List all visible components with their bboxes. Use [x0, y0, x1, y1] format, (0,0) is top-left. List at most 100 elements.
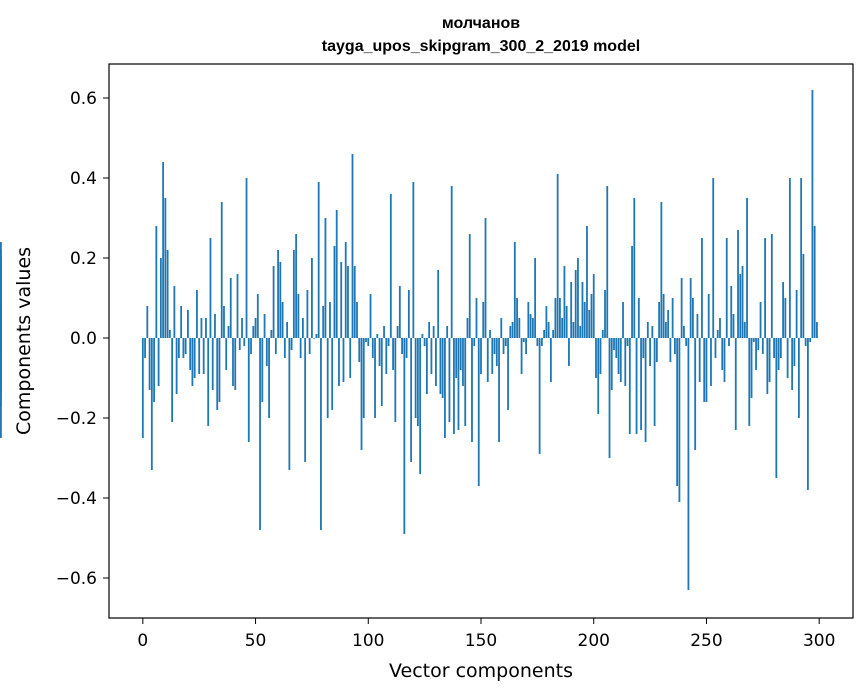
- bar-230: [660, 202, 663, 338]
- bar-106: [380, 338, 383, 406]
- bar-180: [547, 322, 550, 338]
- bar-203: [599, 338, 602, 374]
- bar-185: [559, 298, 561, 338]
- bar-178: [543, 330, 546, 338]
- bar-18: [182, 338, 185, 358]
- bar-77: [315, 334, 318, 338]
- bar-202: [597, 338, 600, 414]
- bar-200: [592, 274, 595, 338]
- bar-158: [498, 338, 500, 442]
- bar-series: [0, 90, 818, 590]
- bar-130: [435, 338, 437, 386]
- bar-57: [270, 330, 273, 338]
- bar-147: [473, 338, 476, 346]
- bar-60: [277, 250, 279, 338]
- bar-119: [410, 338, 413, 462]
- bar-53: [261, 338, 264, 402]
- bar-219: [635, 338, 638, 434]
- bar-286: [786, 338, 789, 378]
- bar-235: [671, 298, 674, 338]
- bar-276: [764, 238, 766, 338]
- bar-125: [423, 338, 426, 346]
- bar-31: [211, 338, 214, 390]
- bar-74: [308, 338, 311, 354]
- bar-245: [694, 338, 697, 450]
- bar-284: [782, 282, 785, 338]
- bar-96: [358, 338, 361, 362]
- bar-58: [272, 266, 275, 338]
- bar-282: [777, 338, 780, 370]
- bar-274: [759, 302, 762, 338]
- bar-13: [171, 338, 174, 422]
- x-tick-label-0: 0: [137, 631, 148, 651]
- bar-141: [459, 338, 462, 370]
- bar-123: [419, 338, 422, 474]
- bar-170: [525, 338, 527, 354]
- bar-188: [565, 306, 568, 338]
- bar-117: [405, 338, 408, 358]
- bar-67: [292, 250, 295, 338]
- bar-233: [667, 310, 670, 338]
- bar-159: [500, 318, 503, 338]
- bar-122: [416, 338, 419, 426]
- bar-217: [631, 246, 633, 338]
- bar-295: [807, 338, 809, 490]
- bar-50: [254, 318, 257, 338]
- bar-218: [633, 198, 636, 338]
- bar-61: [279, 262, 282, 338]
- bar-52: [259, 338, 261, 530]
- bar-undefined: [0, 338, 2, 390]
- bar-205: [604, 290, 606, 338]
- bar-82: [326, 338, 329, 418]
- bar-68: [295, 234, 298, 338]
- bar-251: [707, 294, 710, 338]
- bar-38: [227, 326, 230, 338]
- bar-87: [338, 338, 340, 386]
- bar-36: [223, 306, 225, 338]
- bar-199: [590, 294, 593, 338]
- bar-153: [486, 338, 489, 382]
- bar-12: [168, 330, 171, 338]
- bar-144: [466, 318, 469, 338]
- bar-214: [624, 338, 627, 386]
- bar-236: [673, 338, 676, 354]
- bar-172: [529, 314, 532, 338]
- bar-197: [586, 226, 588, 338]
- bar-277: [766, 338, 769, 394]
- bar-190: [570, 282, 573, 338]
- bar-25: [198, 338, 201, 374]
- bar-293: [802, 254, 805, 338]
- bar-237: [676, 338, 679, 486]
- bar-88: [340, 262, 343, 338]
- bar-256: [719, 318, 721, 338]
- bar-79: [320, 338, 322, 530]
- bar-116: [403, 338, 406, 534]
- bar-132: [439, 338, 442, 394]
- bar-128: [430, 338, 433, 374]
- bar-207: [608, 338, 611, 458]
- bar-45: [243, 338, 246, 346]
- bar-273: [757, 338, 760, 350]
- bar-239: [680, 278, 683, 338]
- bar-211: [617, 338, 620, 374]
- bar-72: [304, 338, 307, 462]
- bar-222: [642, 338, 645, 358]
- bar-224: [646, 322, 649, 338]
- bar-124: [421, 334, 424, 338]
- bar-263: [734, 338, 737, 430]
- bar-83: [329, 302, 331, 338]
- bar-241: [685, 338, 688, 346]
- bar-279: [770, 234, 773, 338]
- bar-62: [281, 302, 284, 338]
- bar-259: [725, 238, 728, 338]
- bar-278: [768, 338, 771, 382]
- bar-140: [457, 338, 460, 430]
- bar-3: [148, 338, 151, 390]
- x-axis-label: Vector components: [389, 660, 573, 682]
- bar-39: [229, 278, 232, 338]
- y-axis-ticks: −0.6 −0.4 −0.2 0.0 0.2 0.4 0.6: [56, 89, 109, 589]
- bar-168: [520, 338, 523, 374]
- x-tick-label-50: 50: [245, 631, 267, 651]
- bar-151: [482, 302, 485, 338]
